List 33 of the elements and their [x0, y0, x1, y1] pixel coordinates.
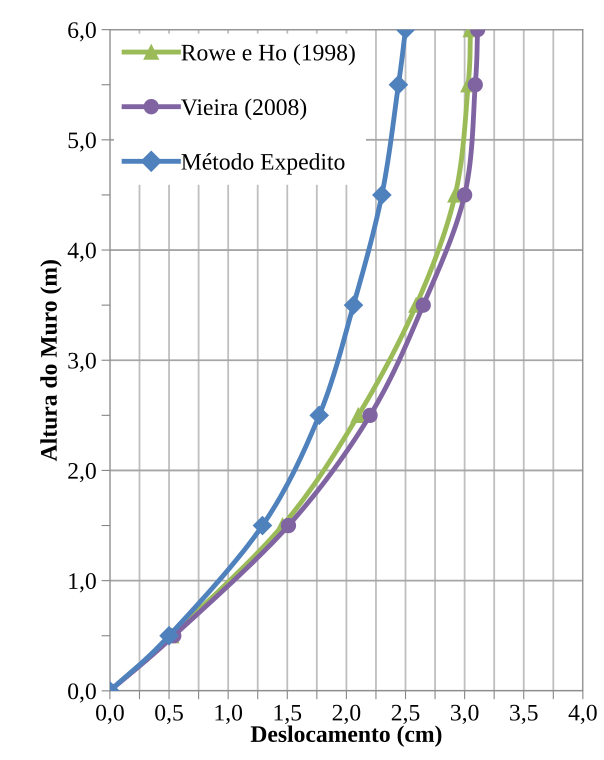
point [362, 408, 378, 423]
point [310, 406, 329, 425]
x-tick-label: 4,0 [568, 704, 597, 724]
point [372, 185, 392, 204]
x-tick-label: 2,0 [332, 704, 360, 724]
point [456, 187, 472, 203]
legend-label: Método Expedito [181, 153, 344, 175]
y-tick-label: 4,0 [68, 242, 96, 262]
point [344, 296, 364, 315]
point [416, 298, 431, 313]
point [160, 626, 179, 646]
legend-label: Rowe e Ho (1998) [181, 44, 355, 66]
point [350, 408, 366, 423]
y-tick-label: 6,0 [68, 22, 96, 42]
y-tick-label: 1,0 [69, 573, 96, 592]
x-tick-label: 3,5 [510, 704, 538, 724]
point [468, 77, 483, 92]
point [280, 518, 296, 534]
point [252, 516, 272, 536]
y-tick-label: 2,0 [68, 462, 96, 482]
y-tick-label: 0,0 [68, 683, 96, 703]
x-tick-label: 2,5 [392, 704, 420, 724]
x-tick-label: 1,0 [215, 704, 242, 724]
legend-label: Vieira (2008) [181, 98, 306, 120]
x-tick-label: 1,5 [274, 704, 302, 724]
y-tick-label: 5,0 [68, 132, 96, 152]
point [388, 75, 408, 94]
y-axis-title: Altura do Muro (m) [40, 260, 62, 462]
x-tick-label: 0,0 [96, 704, 124, 724]
x-axis-title: Deslocamento (cm) [250, 725, 442, 747]
y-tick-label: 3,0 [68, 352, 96, 372]
x-tick-label: 0,5 [155, 704, 183, 724]
x-tick-label: 3,0 [451, 704, 478, 724]
